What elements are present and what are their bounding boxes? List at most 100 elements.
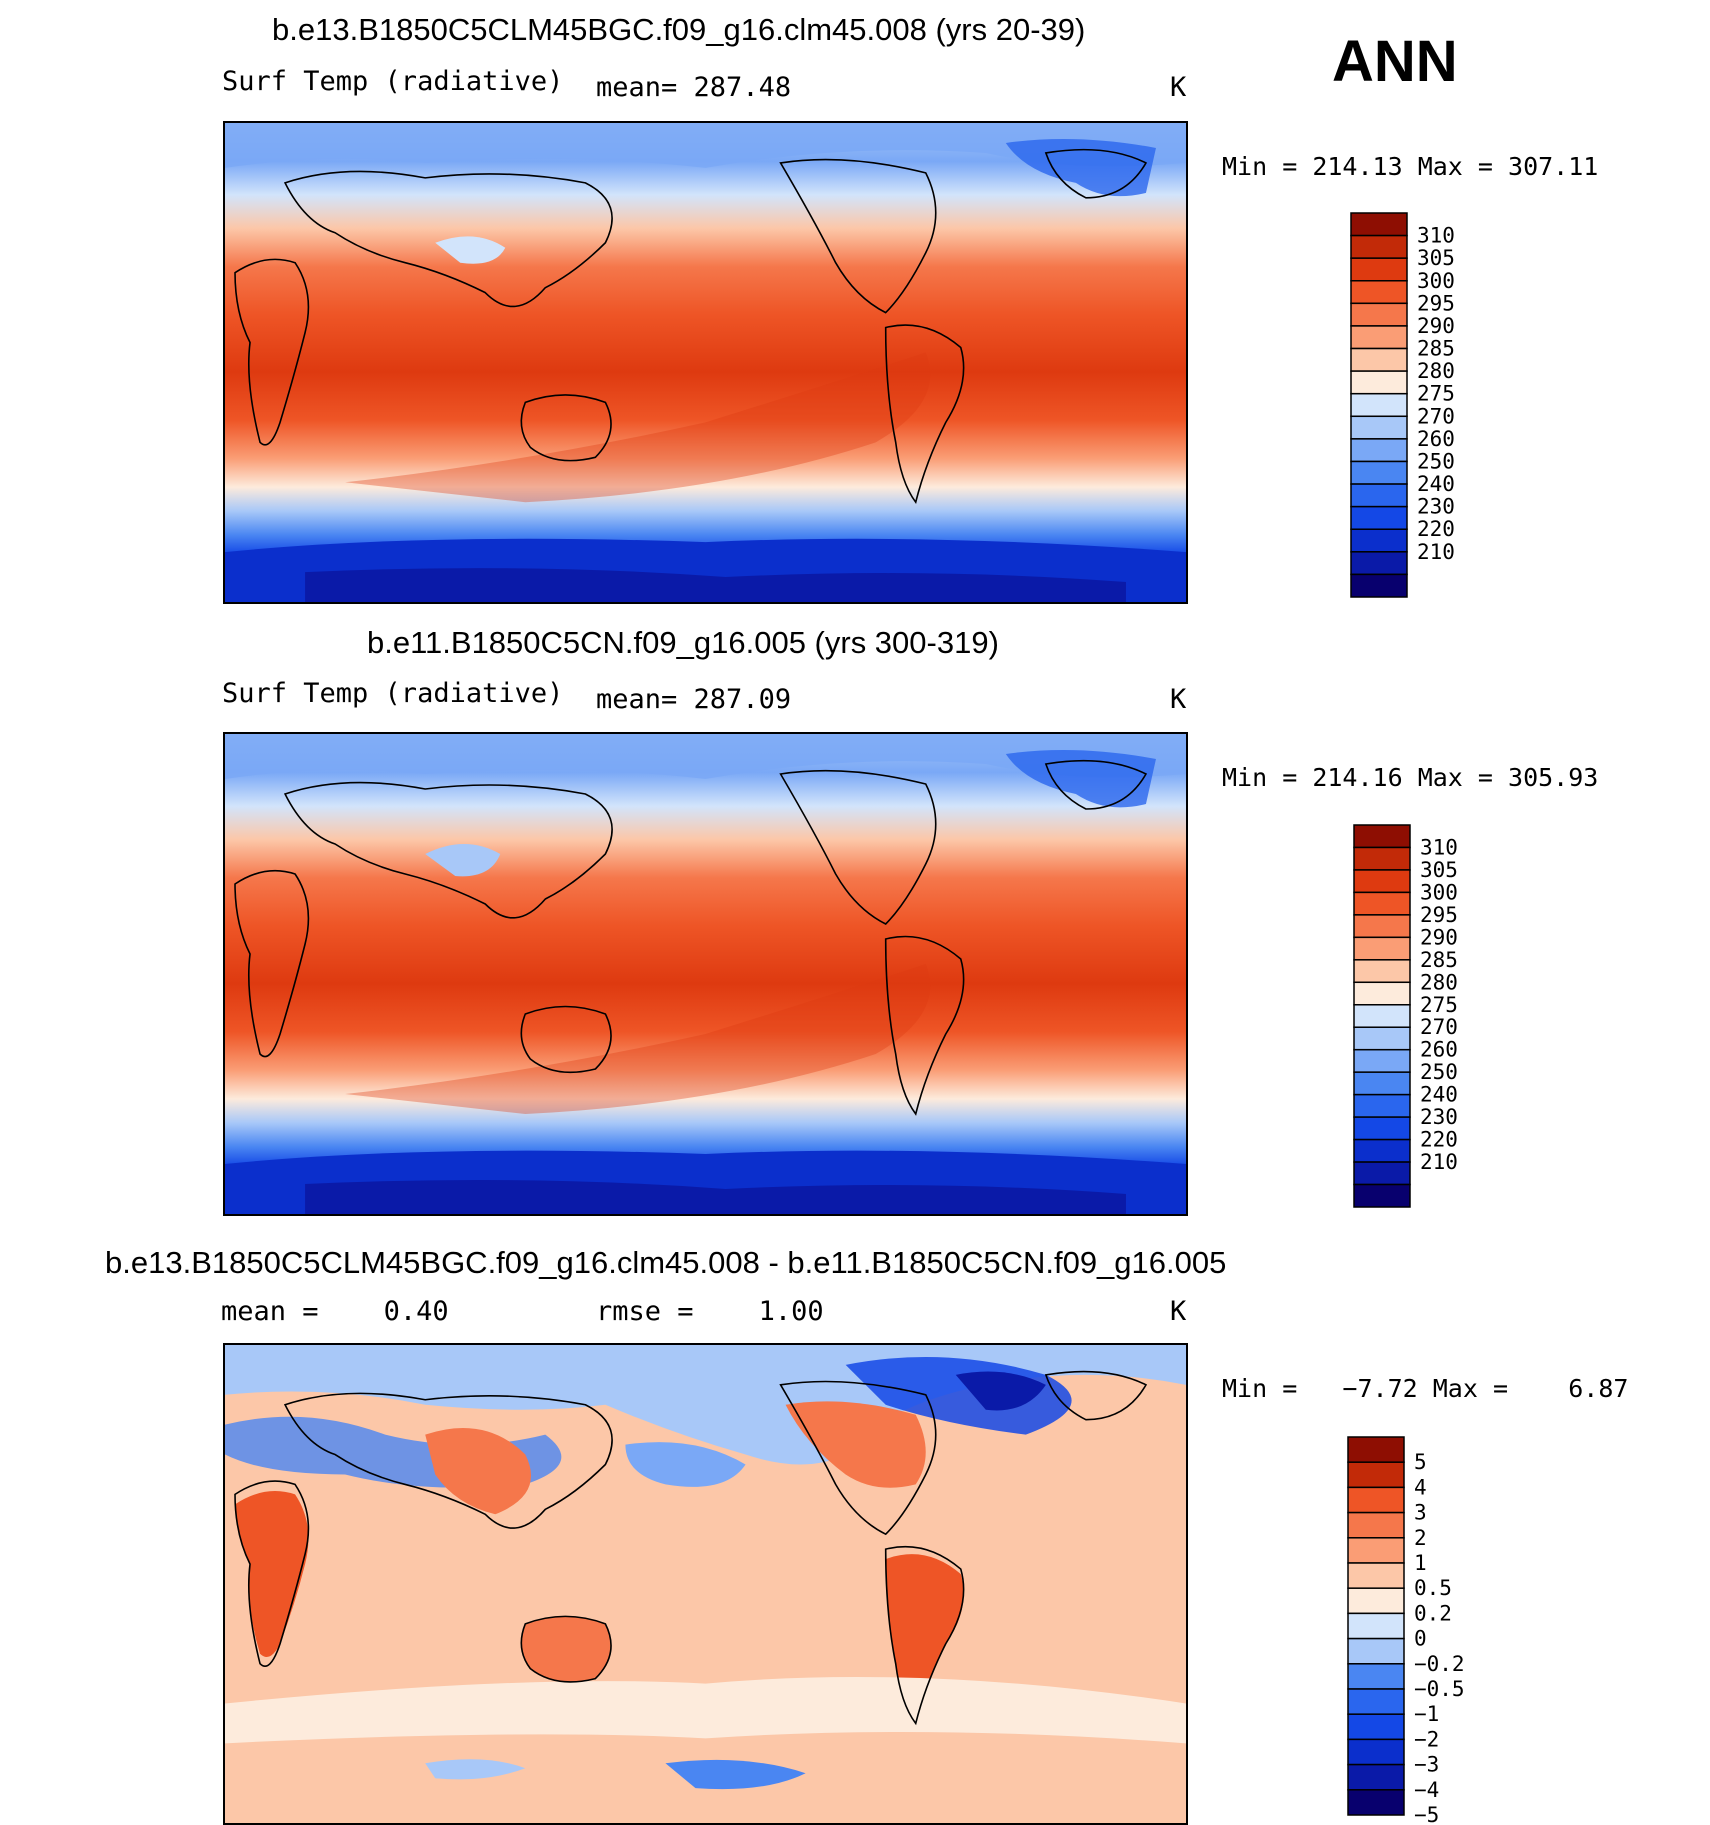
panel1-title: b.e13.B1850C5CLM45BGC.f09_g16.clm45.008 … — [272, 12, 1086, 47]
panel1-colorbar-level-label: 230 — [1417, 495, 1455, 519]
panel2-colorbar-swatch-14 — [1353, 1138, 1411, 1163]
panel2-colorbar-swatch-0 — [1353, 824, 1411, 849]
panel3-map — [223, 1343, 1188, 1825]
panel2-colorbar-svg: 3103053002952902852802752702602502402302… — [1353, 824, 1458, 1208]
panel1-colorbar-level-label: 285 — [1417, 337, 1455, 361]
panel1-mean: mean= 287.48 — [596, 72, 791, 103]
panel1-colorbar-level-label: 290 — [1417, 314, 1455, 338]
panel1-min-label: Min = — [1222, 152, 1298, 181]
panel2-colorbar-swatch-3 — [1353, 891, 1411, 916]
panel3-colorbar-swatch-1 — [1347, 1461, 1405, 1489]
panel2-colorbar-level-label: 230 — [1420, 1105, 1458, 1129]
panel2-colorbar-swatch-7 — [1353, 981, 1411, 1006]
panel3-colorbar-level-label: 0 — [1414, 1627, 1427, 1651]
panel2-minmax: Min = 214.16 Max = 305.93 — [1222, 763, 1598, 792]
panel1-colorbar-level-label: 310 — [1417, 224, 1455, 248]
panel1-colorbar-level-label: 300 — [1417, 269, 1455, 293]
panel3-rmse-label: rmse = — [596, 1296, 694, 1327]
panel2-title: b.e11.B1850C5CN.f09_g16.005 (yrs 300-319… — [367, 625, 999, 660]
panel1-colorbar-swatch-4 — [1350, 302, 1408, 327]
panel3-colorbar-swatch-5 — [1347, 1562, 1405, 1589]
panel2-mean-value: 287.09 — [693, 684, 792, 715]
panel3-colorbar-level-label: 4 — [1414, 1475, 1427, 1499]
panel3-colorbar-level-label: 5 — [1414, 1450, 1427, 1474]
panel1-colorbar-level-label: 270 — [1417, 404, 1455, 428]
panel2-colorbar-swatch-6 — [1353, 959, 1411, 984]
panel2-colorbar-swatch-2 — [1353, 869, 1411, 894]
panel1-colorbar-swatch-9 — [1350, 415, 1408, 440]
panel3-colorbar-level-label: −0.5 — [1414, 1677, 1465, 1701]
panel3-mean-label: mean = — [221, 1296, 319, 1327]
panel1-mean-value: 287.48 — [693, 72, 792, 103]
panel2-colorbar-level-label: 300 — [1420, 880, 1458, 904]
panel3-colorbar-level-label: 1 — [1414, 1551, 1427, 1575]
panel3-max-value: 6.87 — [1568, 1374, 1629, 1403]
panel1-map — [223, 121, 1188, 604]
panel1-colorbar-swatch-0 — [1350, 212, 1408, 237]
panel3-colorbar-swatch-11 — [1347, 1713, 1405, 1741]
panel3-colorbar: 5 4 3 2 1 0.5 0.2 0 −0.2 −0.5 −1 −2 −3 −4 −5 — [1347, 1436, 1488, 1825]
panel2-max-label: Max = — [1417, 763, 1493, 792]
panel1-units: K — [1170, 72, 1187, 103]
panel1-colorbar-swatch-5 — [1350, 325, 1408, 350]
panel2-colorbar-level-label: 270 — [1420, 1015, 1458, 1039]
panel2-colorbar-swatch-12 — [1353, 1093, 1411, 1118]
panel2-colorbar-swatch-15 — [1353, 1161, 1411, 1186]
panel2-colorbar-swatch-16 — [1353, 1183, 1411, 1208]
panel3-mean: mean = 0.40 — [221, 1296, 449, 1327]
panel3-colorbar-swatch-14 — [1347, 1789, 1405, 1816]
panel2-colorbar-swatch-1 — [1353, 846, 1411, 871]
panel3-colorbar-swatch-3 — [1347, 1511, 1405, 1539]
panel1-colorbar-swatch-3 — [1350, 280, 1408, 305]
panel3-minmax: Min = −7.72 Max = 6.87 — [1222, 1374, 1628, 1403]
panel3-rmse: rmse = 1.00 — [596, 1296, 824, 1327]
panel3-colorbar-swatch-6 — [1347, 1587, 1405, 1615]
panel1-colorbar-level-label: 240 — [1417, 472, 1455, 496]
panel2-colorbar-level-label: 220 — [1420, 1128, 1458, 1152]
season-label: ANN — [1332, 29, 1458, 94]
panel3-mean-value: 0.40 — [383, 1296, 449, 1327]
panel1-colorbar: 310 305 300 295 290 285 280 275 270 260 250 240 230 2… — [1350, 212, 1491, 598]
panel3-min-value: −7.72 — [1342, 1374, 1418, 1403]
panel2-mean: mean= 287.09 — [596, 684, 791, 715]
panel2-colorbar-level-label: 290 — [1420, 925, 1458, 949]
panel1-colorbar-swatch-11 — [1350, 460, 1408, 485]
panel1-colorbar-swatch-13 — [1350, 505, 1408, 530]
panel3-colorbar-swatch-13 — [1347, 1763, 1405, 1791]
panel2-colorbar-swatch-8 — [1353, 1004, 1411, 1028]
panel1-colorbar-swatch-7 — [1350, 370, 1408, 395]
panel1-colorbar-level-label: 295 — [1417, 291, 1455, 315]
panel1-minmax: Min = 214.13 Max = 307.11 — [1222, 152, 1598, 181]
panel2-variable: Surf Temp (radiative) — [222, 678, 564, 709]
panel2-max-value: 305.93 — [1508, 763, 1599, 792]
panel3-colorbar-swatch-8 — [1347, 1637, 1405, 1665]
panel1-colorbar-swatch-12 — [1350, 483, 1408, 508]
panel2-colorbar-swatch-13 — [1353, 1116, 1411, 1141]
panel1-colorbar-svg: 3103053002952902852802752702602502402302… — [1350, 212, 1455, 598]
panel1-max-label: Max = — [1417, 152, 1493, 181]
panel3-rmse-value: 1.00 — [758, 1296, 824, 1327]
panel3-colorbar-level-label: −4 — [1414, 1778, 1439, 1802]
panel3-colorbar-level-label: 3 — [1414, 1501, 1427, 1525]
panel2-min-label: Min = — [1222, 763, 1298, 792]
panel2-units: K — [1170, 684, 1187, 715]
panel2-colorbar-level-label: 285 — [1420, 948, 1458, 972]
panel3-min-label: Min = — [1222, 1374, 1298, 1403]
panel2-colorbar-level-label: 310 — [1420, 835, 1458, 859]
panel1-colorbar-level-label: 210 — [1417, 540, 1455, 564]
panel1-colorbar-level-label: 275 — [1417, 382, 1455, 406]
panel2-colorbar-level-label: 250 — [1420, 1060, 1458, 1084]
panel1-variable: Surf Temp (radiative) — [222, 66, 564, 97]
panel2-colorbar-level-label: 305 — [1420, 858, 1458, 882]
panel3-colorbar-swatch-4 — [1347, 1537, 1405, 1564]
panel2-colorbar-level-label: 260 — [1420, 1038, 1458, 1062]
panel3-colorbar-level-label: 0.2 — [1414, 1601, 1452, 1625]
panel3-colorbar-level-label: −2 — [1414, 1727, 1439, 1751]
panel3-title: b.e13.B1850C5CLM45BGC.f09_g16.clm45.008 … — [105, 1245, 1227, 1280]
panel1-map-svg — [225, 123, 1186, 602]
panel2-colorbar: 310 305 300 295 290 285 280 275 270 260 250 240 230 2… — [1353, 824, 1494, 1208]
panel3-colorbar-level-label: −1 — [1414, 1702, 1439, 1726]
panel1-colorbar-swatch-6 — [1350, 347, 1408, 372]
panel1-mean-label: mean= — [596, 72, 678, 103]
